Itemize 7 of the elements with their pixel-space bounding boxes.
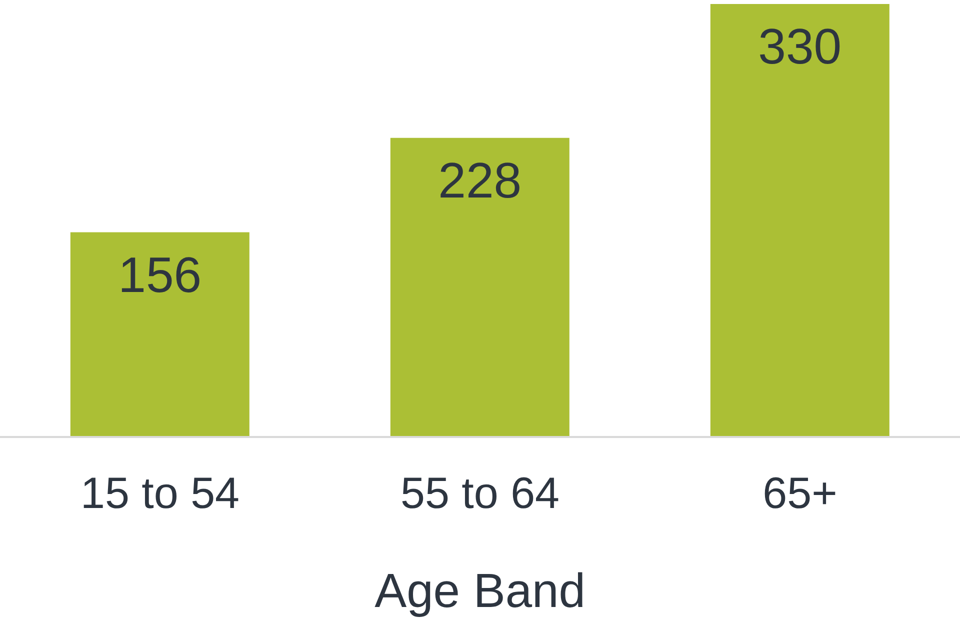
x-tick-label: 55 to 64 <box>400 469 560 518</box>
x-axis-title: Age Band <box>374 565 586 618</box>
data-label: 330 <box>758 18 842 74</box>
data-label: 228 <box>438 152 522 208</box>
x-tick-label: 65+ <box>762 469 838 518</box>
data-label: 156 <box>118 246 202 303</box>
x-tick-label: 15 to 54 <box>80 469 240 518</box>
